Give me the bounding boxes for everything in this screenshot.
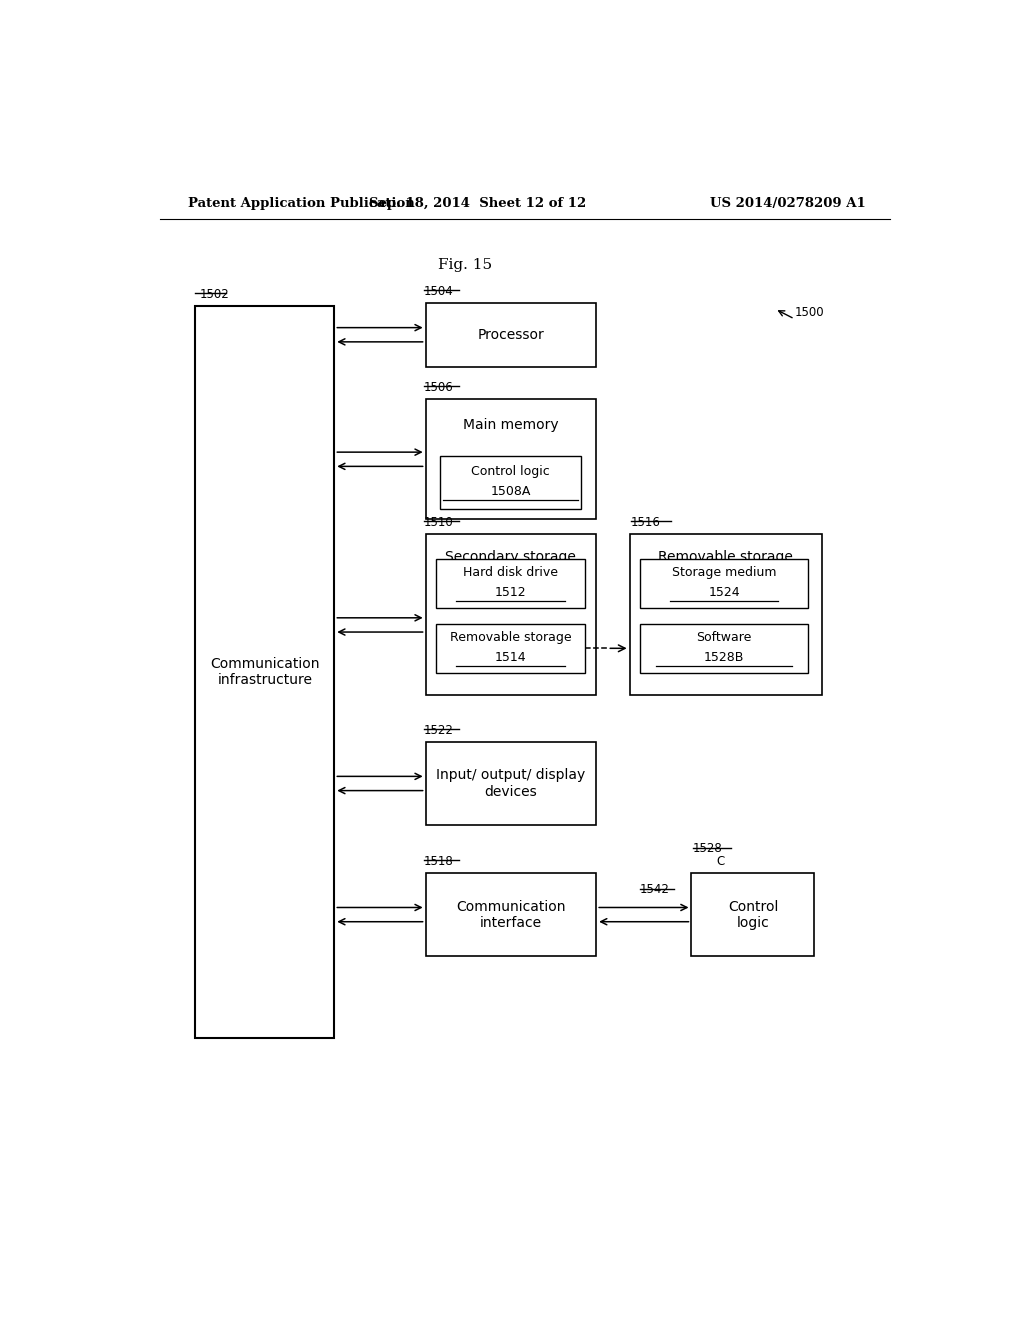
Text: 1516: 1516 — [631, 516, 662, 529]
Text: Control logic: Control logic — [471, 465, 550, 478]
Text: 1504: 1504 — [424, 285, 454, 297]
Bar — [196, 306, 334, 1038]
Bar — [426, 535, 596, 696]
Text: 1528B: 1528B — [703, 651, 744, 664]
Text: Secondary storage
devices: Secondary storage devices — [445, 550, 577, 579]
Bar — [691, 873, 814, 956]
Bar — [426, 742, 596, 825]
Text: Main memory: Main memory — [463, 417, 559, 432]
Text: Input/ output/ display
devices: Input/ output/ display devices — [436, 768, 586, 799]
Text: 1512: 1512 — [495, 586, 526, 599]
Text: Sep. 18, 2014  Sheet 12 of 12: Sep. 18, 2014 Sheet 12 of 12 — [369, 197, 586, 210]
Bar — [436, 558, 585, 607]
Text: 1528: 1528 — [693, 842, 723, 854]
Text: 1542: 1542 — [640, 883, 670, 896]
Bar — [426, 873, 596, 956]
Text: 1514: 1514 — [495, 651, 526, 664]
Bar — [436, 624, 585, 673]
Bar — [440, 457, 582, 510]
Text: Processor: Processor — [477, 327, 545, 342]
Bar — [426, 399, 596, 519]
Bar — [640, 558, 808, 607]
Text: Removable storage
unit: Removable storage unit — [658, 550, 793, 579]
Text: 1502: 1502 — [200, 288, 229, 301]
Text: 1506: 1506 — [424, 381, 454, 395]
Text: Software: Software — [696, 631, 752, 644]
Text: 1508A: 1508A — [490, 486, 530, 498]
Text: 1510: 1510 — [424, 516, 454, 529]
Text: US 2014/0278209 A1: US 2014/0278209 A1 — [711, 197, 866, 210]
Text: 1518: 1518 — [424, 855, 454, 867]
Text: Removable storage: Removable storage — [450, 631, 571, 644]
Text: Control
logic: Control logic — [728, 899, 778, 929]
Text: 1522: 1522 — [424, 723, 454, 737]
Text: Communication
infrastructure: Communication infrastructure — [210, 656, 319, 686]
Text: 1500: 1500 — [795, 306, 824, 319]
Text: C: C — [717, 855, 725, 867]
Bar — [426, 302, 596, 367]
Text: Fig. 15: Fig. 15 — [438, 259, 493, 272]
Text: Patent Application Publication: Patent Application Publication — [187, 197, 415, 210]
Bar — [630, 535, 821, 696]
Text: Communication
interface: Communication interface — [456, 899, 565, 929]
Text: 1524: 1524 — [709, 586, 739, 599]
Text: Hard disk drive: Hard disk drive — [463, 565, 558, 578]
Text: Storage medium: Storage medium — [672, 565, 776, 578]
Bar — [640, 624, 808, 673]
